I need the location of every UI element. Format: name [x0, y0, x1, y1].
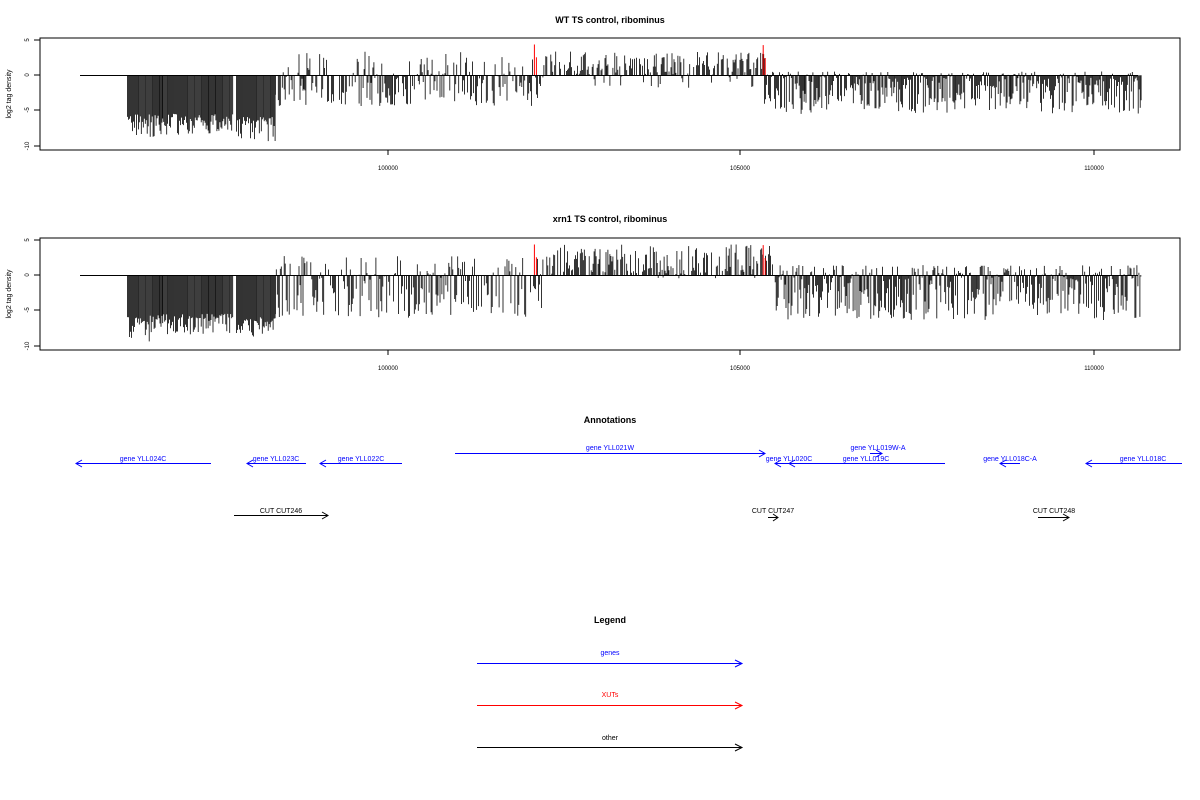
- xrn1-bars: [127, 244, 1142, 342]
- legend-panel: Legend genes XUTs other: [477, 615, 744, 752]
- legend-arrowhead: [734, 701, 744, 710]
- legend-arrowhead: [734, 659, 744, 668]
- xrn1-x-axis: 100000 105000 110000: [378, 350, 1104, 372]
- x-tick-label: 100000: [378, 166, 399, 172]
- gene-arrowhead: [758, 449, 766, 458]
- y-tick-label: -5: [25, 107, 31, 113]
- legend-arrowhead: [734, 743, 744, 752]
- y-tick-label: 0: [25, 273, 31, 277]
- cut-arrowhead: [1062, 513, 1070, 522]
- gene-arrowhead: [1085, 459, 1093, 468]
- wt-y-axis: 5 0 -5 -10 log2 tag density: [6, 38, 41, 150]
- xrn1-track-title: xrn1 TS control, ribominus: [553, 214, 668, 224]
- gene-arrowhead: [319, 459, 327, 468]
- y-tick-label: 5: [25, 238, 31, 242]
- y-tick-label: -5: [25, 307, 31, 313]
- gene-label: gene YLL022C: [338, 456, 385, 463]
- gene-arrowhead: [788, 459, 796, 468]
- wt-bars: [127, 44, 1142, 142]
- xrn1-y-axis-label: log2 tag density: [6, 269, 13, 319]
- y-tick-label: 0: [25, 73, 31, 77]
- gene-label: gene YLL019C: [843, 456, 890, 463]
- gene-arrowhead: [875, 449, 883, 458]
- wt-track-title: WT TS control, ribominus: [555, 15, 665, 25]
- gene-label: gene YLL020C: [766, 456, 813, 463]
- wt-track-panel: WT TS control, ribominus 5 0 -5 -10 log2…: [6, 15, 1181, 172]
- gene-arrowhead: [75, 459, 83, 468]
- legend-label-genes: genes: [600, 650, 620, 657]
- wt-x-axis: 100000 105000 110000: [378, 150, 1104, 172]
- legend-title: Legend: [594, 615, 626, 625]
- wt-y-axis-label: log2 tag density: [6, 69, 13, 119]
- gene-arrowhead: [246, 459, 254, 468]
- legend-label-other: other: [602, 735, 619, 742]
- x-tick-label: 105000: [730, 166, 751, 172]
- cut-arrows: [234, 511, 1070, 522]
- gene-arrowhead: [774, 459, 782, 468]
- x-tick-label: 110000: [1084, 166, 1104, 172]
- gene-label: gene YLL018C: [1120, 456, 1167, 463]
- cut-arrowhead: [772, 513, 779, 522]
- annotations-panel: Annotations gene YLL024C gene YLL023C: [75, 415, 1182, 522]
- xrn1-track-panel: xrn1 TS control, ribominus 5 0 -5 -10 lo…: [6, 214, 1181, 372]
- gene-label: gene YLL019W-A: [850, 445, 905, 452]
- cut-label: CUT CUT248: [1033, 508, 1075, 515]
- cut-arrowhead: [321, 511, 329, 520]
- y-tick-label: 5: [25, 38, 31, 42]
- gene-label: gene YLL018C-A: [983, 456, 1037, 463]
- gene-labels: gene YLL024C gene YLL023C gene YLL022C g…: [120, 445, 1167, 463]
- y-tick-label: -10: [25, 141, 31, 150]
- x-tick-label: 105000: [730, 366, 751, 372]
- annotations-title: Annotations: [584, 415, 637, 425]
- y-tick-label: -10: [25, 341, 31, 350]
- gene-label: gene YLL021W: [586, 445, 635, 452]
- gene-label: gene YLL024C: [120, 456, 167, 463]
- gene-label: gene YLL023C: [253, 456, 300, 463]
- gene-arrows: [75, 449, 1182, 468]
- cut-label: CUT CUT247: [752, 508, 794, 515]
- cut-label: CUT CUT246: [260, 508, 302, 515]
- x-tick-label: 100000: [378, 366, 399, 372]
- legend-label-xuts: XUTs: [602, 692, 619, 699]
- x-tick-label: 110000: [1084, 366, 1104, 372]
- xrn1-y-axis: 5 0 -5 -10 log2 tag density: [6, 238, 41, 350]
- gene-arrowhead: [999, 459, 1007, 468]
